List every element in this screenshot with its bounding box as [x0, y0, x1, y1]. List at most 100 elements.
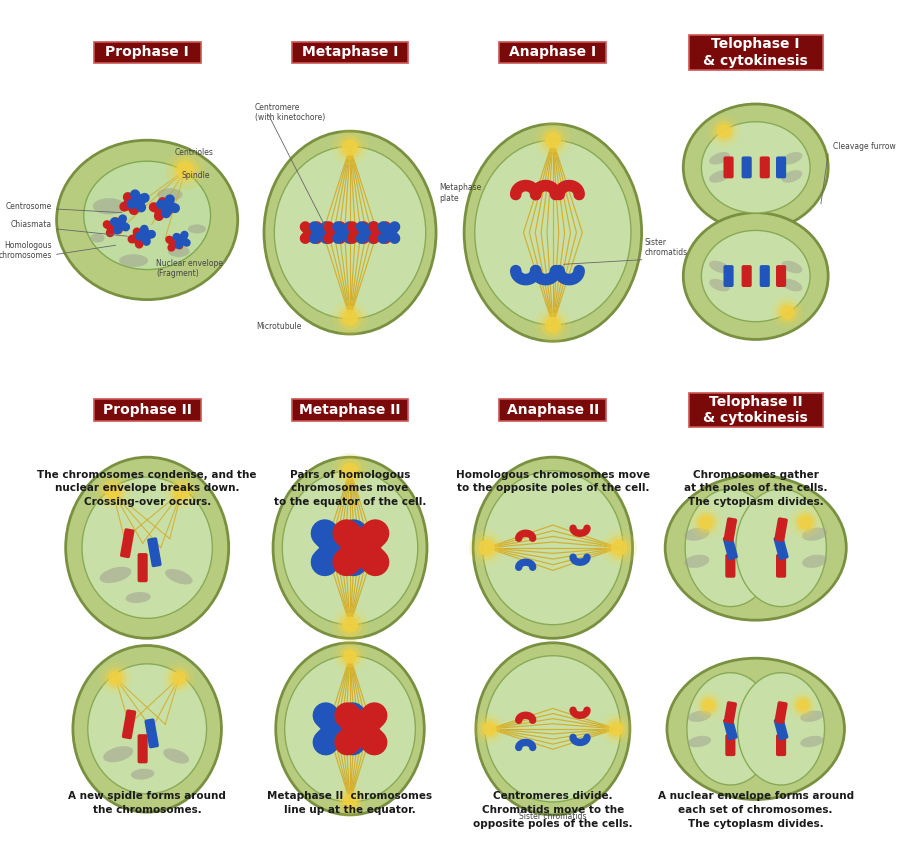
- Ellipse shape: [684, 527, 710, 541]
- Text: Centromere
(with kinetochore): Centromere (with kinetochore): [255, 103, 326, 122]
- Ellipse shape: [475, 536, 499, 560]
- Ellipse shape: [601, 530, 637, 565]
- Ellipse shape: [83, 161, 211, 270]
- Ellipse shape: [342, 310, 358, 326]
- Ellipse shape: [338, 612, 362, 637]
- Text: Homologous
chromosomes: Homologous chromosomes: [0, 240, 52, 260]
- Text: Anaphase II: Anaphase II: [507, 403, 599, 417]
- Text: Microtubule: Microtubule: [257, 323, 302, 331]
- Ellipse shape: [176, 161, 195, 179]
- Text: Chromosomes gather
at the poles of the cells.
The cytoplasm divides.: Chromosomes gather at the poles of the c…: [684, 470, 827, 507]
- Ellipse shape: [90, 233, 105, 243]
- Text: Cleavage furrow: Cleavage furrow: [832, 142, 895, 151]
- Text: Telophase I
& cytokinesis: Telophase I & cytokinesis: [703, 37, 808, 68]
- Ellipse shape: [100, 662, 132, 694]
- Text: Centrosome: Centrosome: [6, 202, 52, 211]
- Ellipse shape: [710, 152, 730, 165]
- FancyBboxPatch shape: [724, 518, 737, 542]
- Text: Prophase I: Prophase I: [105, 45, 189, 59]
- Ellipse shape: [606, 536, 631, 560]
- Ellipse shape: [708, 115, 740, 147]
- Ellipse shape: [88, 664, 206, 794]
- Ellipse shape: [342, 616, 358, 633]
- Ellipse shape: [338, 305, 362, 330]
- FancyBboxPatch shape: [723, 535, 738, 560]
- Ellipse shape: [171, 671, 186, 686]
- Ellipse shape: [684, 104, 828, 231]
- Ellipse shape: [611, 539, 627, 556]
- FancyBboxPatch shape: [724, 265, 734, 287]
- Ellipse shape: [343, 649, 357, 663]
- Ellipse shape: [187, 225, 206, 233]
- Ellipse shape: [334, 786, 366, 818]
- Ellipse shape: [82, 477, 213, 618]
- FancyBboxPatch shape: [94, 399, 201, 421]
- Ellipse shape: [702, 699, 715, 712]
- Ellipse shape: [332, 607, 368, 642]
- Ellipse shape: [168, 246, 190, 257]
- Ellipse shape: [469, 530, 505, 565]
- Text: Sister
chromatids: Sister chromatids: [644, 238, 687, 257]
- Ellipse shape: [800, 736, 823, 747]
- FancyBboxPatch shape: [144, 719, 159, 748]
- Ellipse shape: [699, 515, 713, 530]
- FancyBboxPatch shape: [773, 535, 788, 560]
- Ellipse shape: [737, 673, 824, 785]
- Ellipse shape: [163, 662, 195, 694]
- Ellipse shape: [109, 671, 123, 686]
- FancyBboxPatch shape: [137, 734, 148, 763]
- FancyBboxPatch shape: [94, 42, 201, 63]
- Ellipse shape: [65, 457, 229, 638]
- FancyBboxPatch shape: [120, 528, 135, 558]
- FancyBboxPatch shape: [500, 399, 606, 421]
- FancyBboxPatch shape: [689, 393, 823, 427]
- FancyBboxPatch shape: [689, 36, 823, 69]
- FancyBboxPatch shape: [776, 734, 786, 756]
- Text: Metaphase
plate: Metaphase plate: [439, 184, 481, 203]
- Ellipse shape: [684, 555, 710, 568]
- FancyBboxPatch shape: [742, 156, 752, 179]
- FancyBboxPatch shape: [724, 701, 737, 724]
- Ellipse shape: [57, 140, 238, 300]
- Text: Telophase II
& cytokinesis: Telophase II & cytokinesis: [703, 394, 808, 426]
- Ellipse shape: [687, 673, 774, 785]
- Ellipse shape: [798, 515, 813, 530]
- Ellipse shape: [666, 475, 846, 620]
- Ellipse shape: [701, 231, 810, 322]
- Text: Metaphase I: Metaphase I: [301, 45, 398, 59]
- Ellipse shape: [797, 699, 809, 712]
- Ellipse shape: [475, 140, 631, 325]
- Ellipse shape: [800, 710, 823, 722]
- Ellipse shape: [131, 769, 154, 779]
- Ellipse shape: [688, 736, 711, 747]
- Ellipse shape: [105, 668, 126, 689]
- Text: The chromosomes condense, and the
nuclear envelope breaks down.
Crossing-over oc: The chromosomes condense, and the nuclea…: [38, 470, 257, 507]
- Ellipse shape: [713, 121, 735, 142]
- Ellipse shape: [699, 696, 718, 714]
- FancyBboxPatch shape: [292, 42, 408, 63]
- Text: A new spidle forms around
the chromosomes.: A new spidle forms around the chromosome…: [68, 792, 226, 815]
- Ellipse shape: [476, 642, 630, 815]
- FancyBboxPatch shape: [726, 554, 736, 577]
- Ellipse shape: [695, 512, 717, 533]
- Ellipse shape: [100, 479, 125, 504]
- Ellipse shape: [103, 746, 133, 762]
- Text: A nuclear envelope forms around
each set of chromosomes.
The cytoplasm divides.: A nuclear envelope forms around each set…: [658, 792, 854, 829]
- Ellipse shape: [795, 512, 816, 533]
- Ellipse shape: [710, 170, 730, 183]
- Ellipse shape: [283, 471, 418, 625]
- Ellipse shape: [342, 140, 358, 155]
- Ellipse shape: [667, 658, 844, 799]
- Ellipse shape: [788, 691, 817, 720]
- Ellipse shape: [781, 261, 802, 273]
- Ellipse shape: [264, 131, 436, 334]
- Ellipse shape: [339, 791, 361, 812]
- Ellipse shape: [684, 212, 828, 340]
- Ellipse shape: [126, 592, 151, 603]
- Ellipse shape: [688, 710, 711, 722]
- Ellipse shape: [275, 642, 424, 815]
- Ellipse shape: [802, 555, 827, 568]
- Ellipse shape: [157, 188, 182, 201]
- Ellipse shape: [479, 718, 501, 740]
- Ellipse shape: [544, 316, 561, 333]
